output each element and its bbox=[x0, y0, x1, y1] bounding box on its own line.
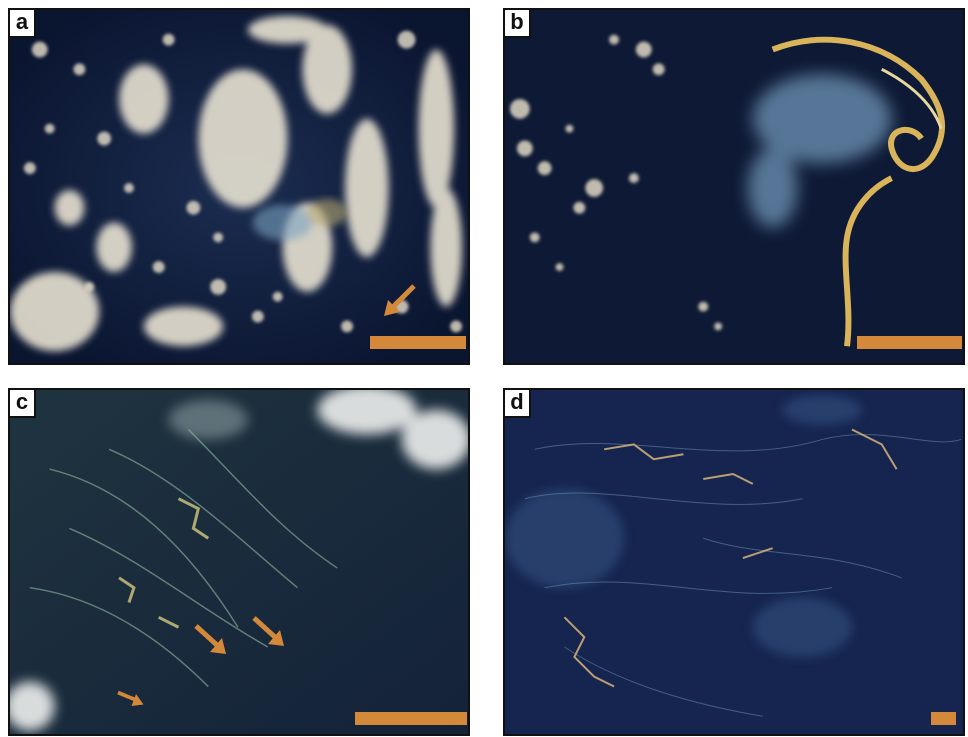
arrow-icon bbox=[117, 690, 144, 706]
scale-bar bbox=[370, 336, 466, 349]
panel-b: b bbox=[503, 8, 965, 365]
panel-d: d bbox=[503, 388, 965, 736]
scale-bar bbox=[857, 336, 962, 349]
panel-a-image bbox=[10, 10, 468, 363]
panel-d-label: d bbox=[505, 390, 531, 418]
arrow-icon bbox=[252, 616, 284, 646]
panel-a-label: a bbox=[10, 10, 36, 38]
scale-bar bbox=[931, 712, 956, 725]
panel-b-image bbox=[505, 10, 963, 363]
panel-a: a bbox=[8, 8, 470, 365]
arrow-icon bbox=[194, 624, 226, 654]
scale-bar bbox=[355, 712, 467, 725]
panel-c-image bbox=[10, 390, 468, 734]
panel-b-label: b bbox=[505, 10, 531, 38]
arrow-icon bbox=[384, 284, 416, 316]
panel-c-label: c bbox=[10, 390, 36, 418]
panel-c: c bbox=[8, 388, 470, 736]
panel-d-image bbox=[505, 390, 963, 734]
